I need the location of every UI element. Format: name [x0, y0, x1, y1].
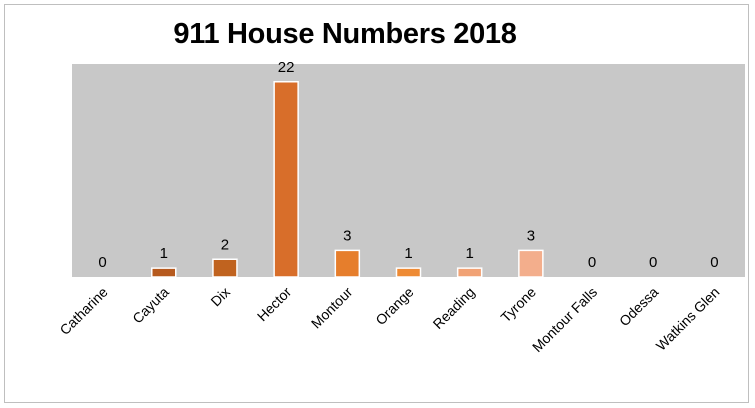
data-label: 1 [160, 245, 168, 262]
bar-reading [456, 267, 483, 278]
x-tick-label: Dix [207, 284, 233, 310]
data-label: 0 [710, 254, 718, 271]
data-label: 22 [278, 59, 295, 76]
x-tick-label: Catharine [56, 284, 110, 338]
x-tick-label: Montour [308, 284, 356, 332]
bar-cayuta [151, 267, 177, 278]
x-tick-label: Reading [430, 284, 478, 332]
bars-group [151, 81, 544, 278]
x-tick-label: Orange [372, 284, 416, 328]
x-tick-label: Hector [254, 284, 295, 325]
x-tick-label: Cayuta [129, 284, 172, 327]
x-tick-label: Watkins Glen [653, 284, 723, 354]
data-label: 1 [404, 245, 412, 262]
bar-dix [212, 258, 238, 278]
data-label: 2 [221, 236, 229, 253]
x-tick-label: Tyrone [497, 284, 539, 326]
plot-area [72, 64, 745, 277]
data-label: 0 [98, 254, 106, 271]
x-tick-labels-group: Catharine Cayuta Dix Hector Montour Orange Rea… [56, 284, 722, 356]
bar-tyrone [518, 249, 544, 278]
data-label: 3 [343, 227, 351, 244]
bar-hector [273, 81, 299, 278]
data-label: 0 [588, 254, 596, 271]
data-label: 0 [649, 254, 657, 271]
data-label: 1 [466, 245, 474, 262]
chart-title: 911 House Numbers 2018 [173, 18, 517, 50]
x-tick-label: Odessa [616, 284, 662, 330]
bar-montour [334, 249, 361, 278]
bar-orange [395, 267, 422, 278]
data-label: 3 [527, 227, 535, 244]
x-tick-label: Montour Falls [529, 284, 600, 355]
